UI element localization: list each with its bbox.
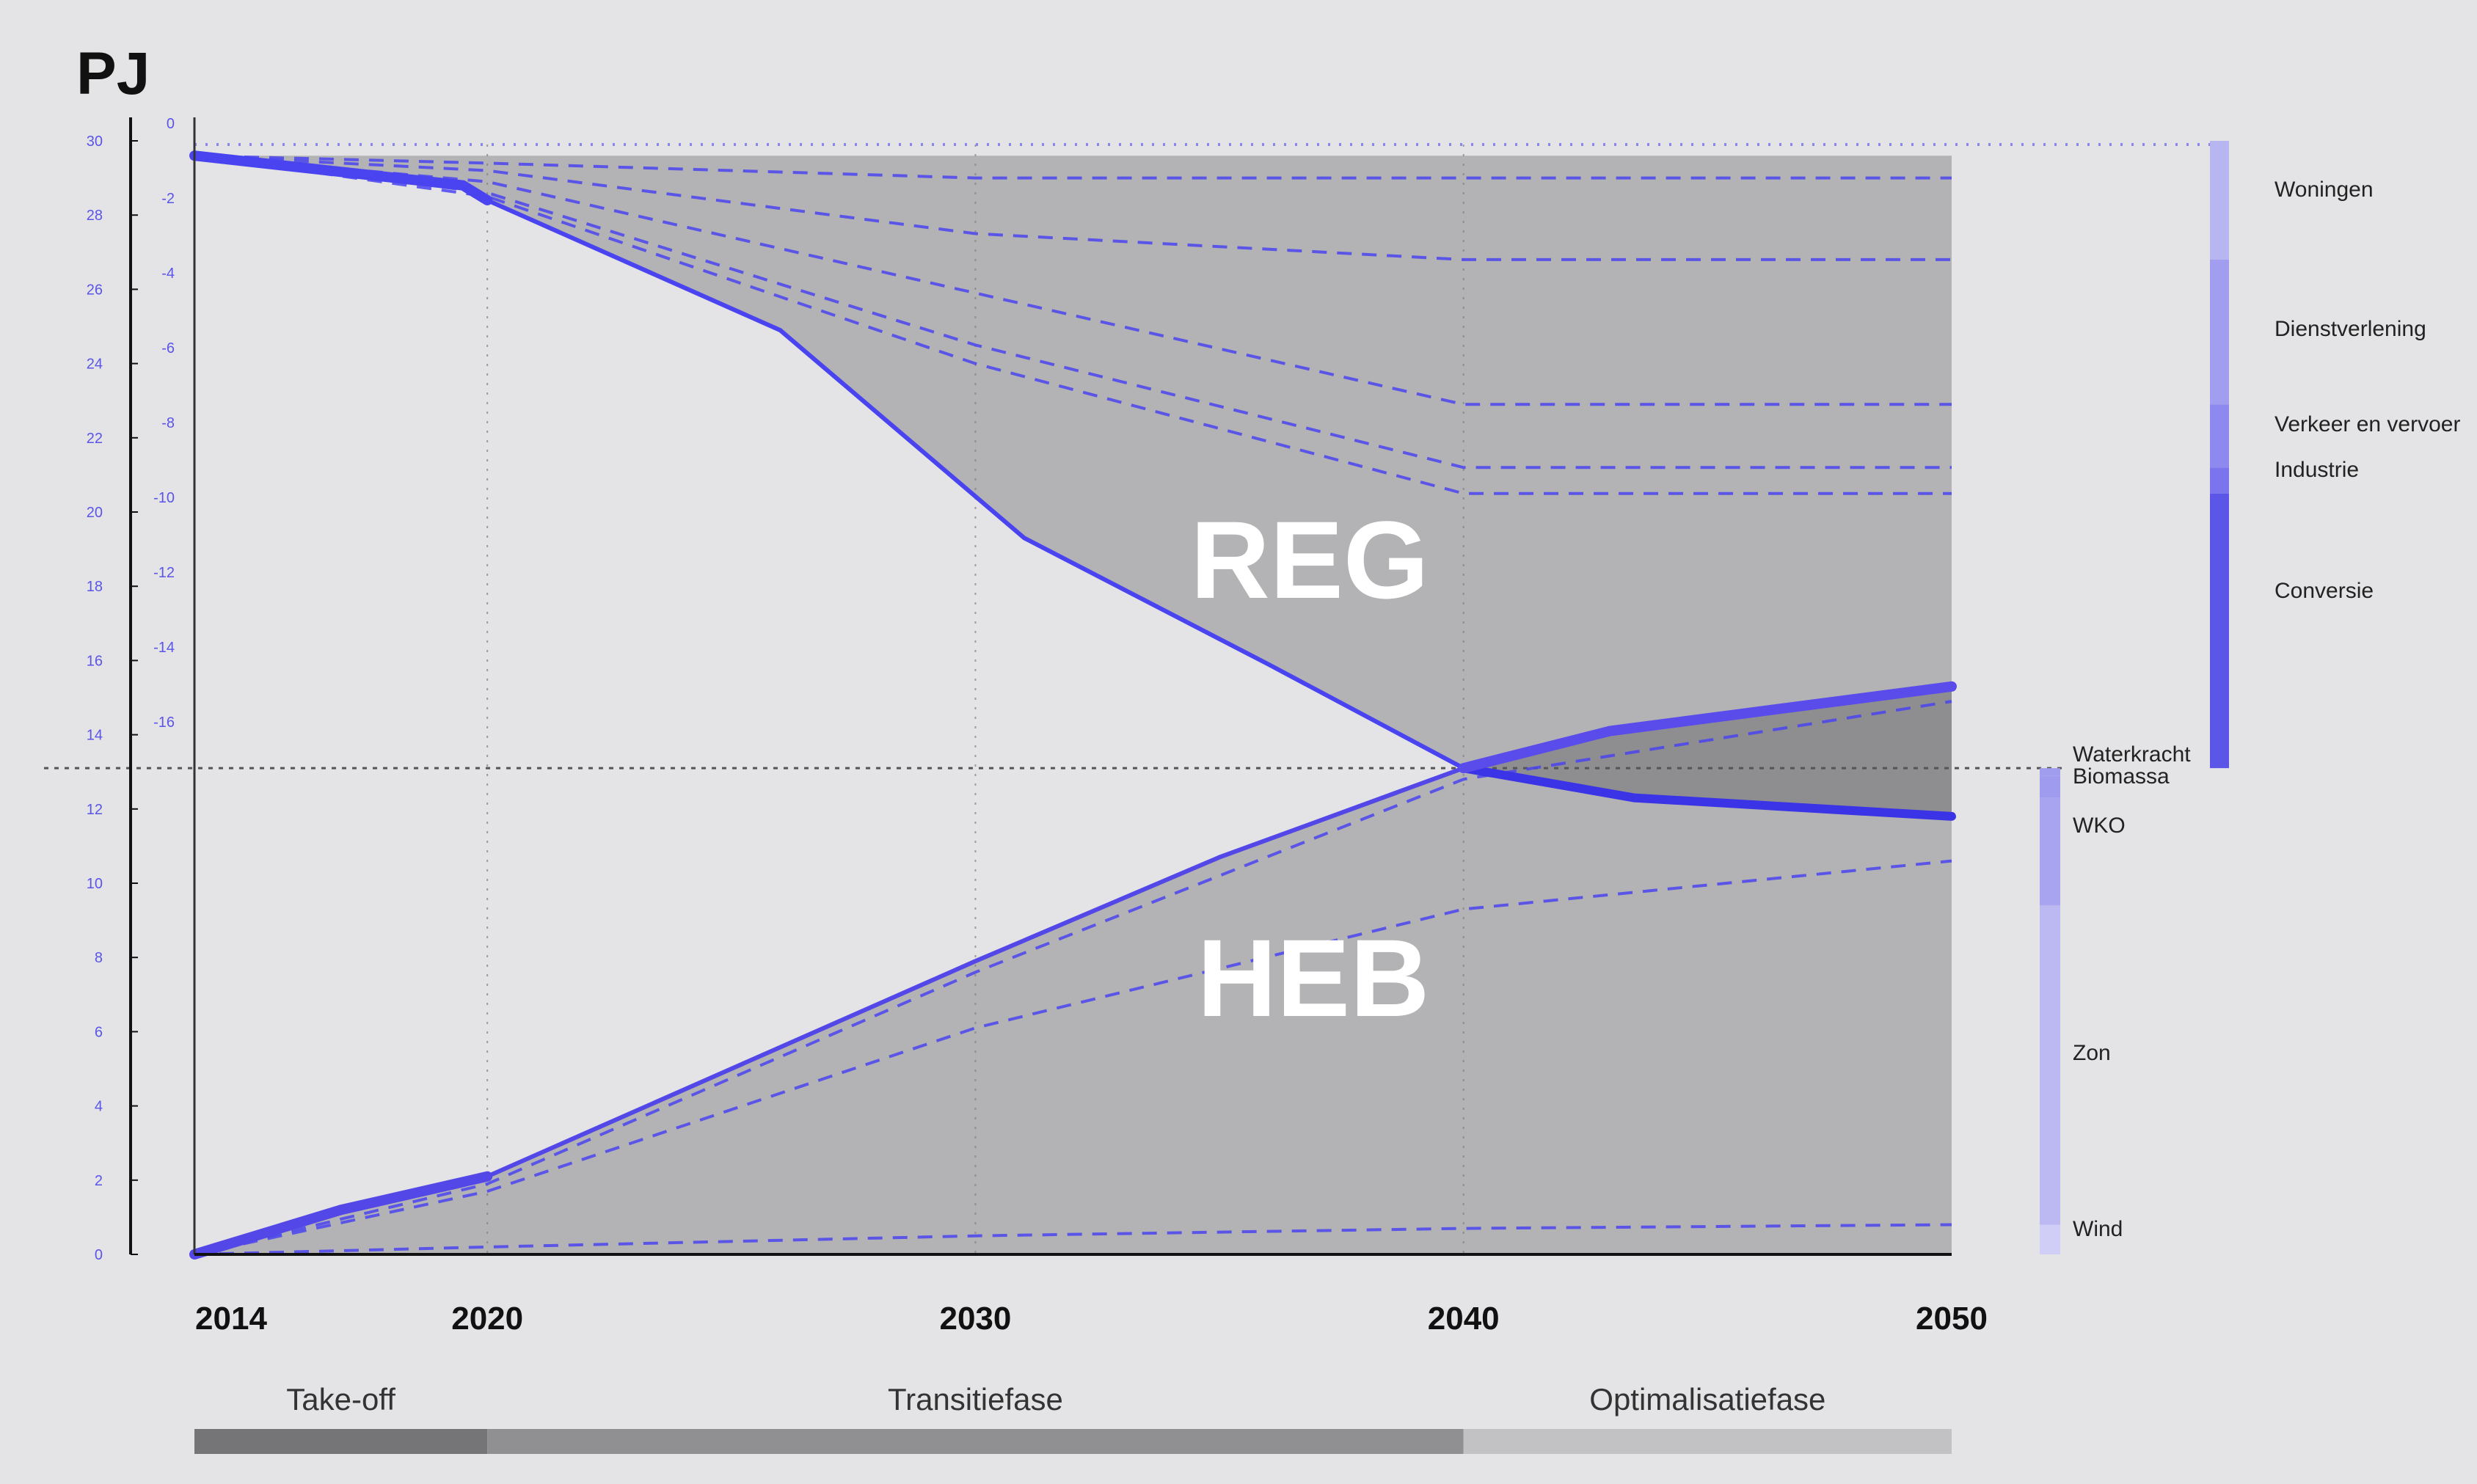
reg-subseries-line-5 xyxy=(194,154,1952,495)
outer-y-tick-label: 20 xyxy=(87,505,103,521)
heb-subseries-line-1 xyxy=(194,1223,1952,1256)
x-tick-label-2050: 2050 xyxy=(1916,1301,1988,1337)
outer-y-tick-label: 12 xyxy=(87,802,103,818)
phase-label-1: Take-off xyxy=(286,1382,395,1417)
reg-subseries-line-2 xyxy=(194,154,1952,261)
legend-heb-swatch-1 xyxy=(2040,768,2060,776)
legend-heb-swatch-3 xyxy=(2040,797,2060,906)
reg-subseries-line-3 xyxy=(194,154,1952,406)
heb-total-line-bold xyxy=(189,1171,493,1260)
legend-reg-swatch-5 xyxy=(2210,493,2229,769)
unit-label: PJ xyxy=(76,40,150,107)
legend-reg-label-5: Conversie xyxy=(2274,579,2374,603)
legend-reg-swatch-3 xyxy=(2210,404,2229,468)
outer-y-tick-label: 10 xyxy=(87,876,103,892)
legend-reg-label-3: Verkeer en vervoer xyxy=(2274,412,2460,436)
outer-y-tick-label: 2 xyxy=(95,1173,103,1189)
reg-subseries-line-4 xyxy=(194,154,1952,469)
inner-y-tick-label: -16 xyxy=(153,714,175,731)
inner-y-tick-label: -14 xyxy=(153,640,175,656)
legend-heb-label-3: WKO xyxy=(2073,814,2126,838)
phase-segment-3 xyxy=(1463,1429,1952,1454)
reg-area xyxy=(194,156,1952,769)
label-layer: REG HEB xyxy=(1190,498,1429,1039)
guide-layer xyxy=(44,143,2230,1254)
x-tick-label-2030: 2030 xyxy=(939,1301,1011,1337)
legend-heb-swatch-5 xyxy=(2040,1224,2060,1254)
heb-after-2040-line xyxy=(1458,681,1957,774)
legend-reg-label-4: Industrie xyxy=(2274,458,2359,482)
outer-y-tick-label: 14 xyxy=(87,728,103,744)
outer-y-tick-label: 8 xyxy=(95,950,103,966)
phase-label-3: Optimalisatiefase xyxy=(1589,1382,1825,1417)
legend: Woningen Dienstverlening Verkeer en vervoe… xyxy=(2040,141,2460,1254)
inner-y-tick-label: -12 xyxy=(153,565,175,581)
phase-label-2: Transitiefase xyxy=(888,1382,1063,1417)
outer-y-tick-label: 16 xyxy=(87,653,103,669)
area-layer xyxy=(194,156,1952,1254)
legend-heb-label-4: Zon xyxy=(2073,1041,2111,1065)
legend-reg-swatch-2 xyxy=(2210,259,2229,405)
reg-total-line-bold xyxy=(189,150,493,205)
heb-subseries-line-3 xyxy=(194,700,1952,1256)
inner-y-tick-label: -2 xyxy=(161,191,175,207)
overlap-area xyxy=(1463,686,1952,816)
axis-layer: PJ 3028262422201816141210864200-2-4-6-8-… xyxy=(76,40,1988,1337)
reg-subseries-line-1 xyxy=(194,154,1952,180)
inner-y-tick-label: -6 xyxy=(161,340,175,357)
outer-y-tick-label: 0 xyxy=(95,1247,103,1263)
inner-y-tick-label: -8 xyxy=(161,415,175,431)
inner-y-tick-label: 0 xyxy=(167,116,175,132)
phase-bar: Take-off Transitiefase Optimalisatiefase xyxy=(194,1382,1952,1454)
phase-segment-2 xyxy=(487,1429,1464,1454)
outer-y-tick-label: 26 xyxy=(87,282,103,298)
phase-segment-1 xyxy=(194,1429,488,1454)
x-tick-label-2014: 2014 xyxy=(195,1301,267,1337)
x-tick-label-2020: 2020 xyxy=(451,1301,523,1337)
outer-y-tick-label: 18 xyxy=(87,579,103,595)
outer-y-tick-label: 24 xyxy=(87,357,103,373)
legend-reg-label-1: Woningen xyxy=(2274,178,2374,202)
legend-heb-label-5: Wind xyxy=(2073,1217,2123,1241)
inner-y-tick-label: -4 xyxy=(161,266,175,282)
legend-reg-label-2: Dienstverlening xyxy=(2274,317,2426,341)
legend-heb-swatch-2 xyxy=(2040,775,2060,798)
outer-y-tick-label: 22 xyxy=(87,431,103,447)
reg-label: REG xyxy=(1190,498,1429,621)
outer-y-tick-label: 4 xyxy=(95,1099,103,1115)
outer-y-tick-label: 6 xyxy=(95,1024,103,1040)
inner-y-tick-label: -10 xyxy=(153,490,175,506)
legend-heb-swatch-4 xyxy=(2040,905,2060,1225)
legend-reg-swatch-4 xyxy=(2210,467,2229,494)
reg-after-2040-line xyxy=(1459,764,1956,821)
legend-reg-swatch-1 xyxy=(2210,141,2229,260)
series-layer xyxy=(189,150,1957,1260)
outer-y-tick-label: 30 xyxy=(87,134,103,150)
outer-y-tick-label: 28 xyxy=(87,208,103,224)
heb-label: HEB xyxy=(1197,916,1430,1039)
legend-heb-label-1: Waterkracht xyxy=(2073,742,2191,767)
legend-heb-label-2: Biomassa xyxy=(2073,764,2170,789)
heb-subseries-line-2 xyxy=(194,859,1952,1256)
x-tick-label-2040: 2040 xyxy=(1428,1301,1500,1337)
